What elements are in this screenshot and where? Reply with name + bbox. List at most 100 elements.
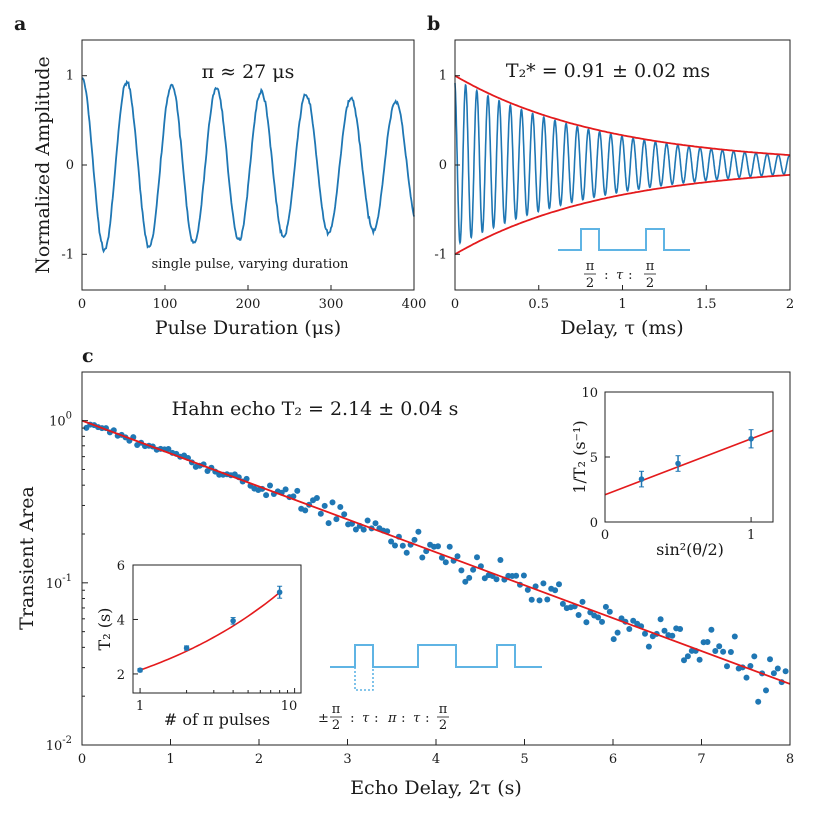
panel-b-plot-area <box>454 74 791 256</box>
panel-c-scatter-point <box>645 643 652 650</box>
panel-c-scatter-point <box>747 663 754 669</box>
pulse-label-c-tau2: τ <box>413 711 421 726</box>
inset-right-plot-area <box>604 429 774 496</box>
panel-b-y-tick-label: 0 <box>439 158 447 173</box>
pulse-label-c-pm: ± <box>318 711 329 726</box>
panel-a-y-tick-label: 0 <box>66 158 74 173</box>
panel-c-y-label: Transient Area <box>16 486 38 630</box>
tick-base: 10 <box>46 739 63 754</box>
panel-c-scatter-point <box>536 597 543 604</box>
tick-base: 10 <box>49 415 66 430</box>
inset-right-fit-line <box>604 429 774 496</box>
panel-b-x-tick-label: 0.5 <box>528 297 549 312</box>
panel-c-scatter-point <box>513 572 520 579</box>
panel-c-fit-line <box>81 419 791 685</box>
inset-left-x-tick-label: 10 <box>281 699 298 714</box>
inset-right-y-tick-label: 5 <box>590 451 598 466</box>
panel-c-scatter-point <box>575 612 582 618</box>
pulse-label-c-den2: 2 <box>439 718 447 733</box>
panel-c-scatter-point <box>606 608 613 615</box>
pulse-label-c-den1: 2 <box>332 718 340 733</box>
inset-left-y-tick-label: 6 <box>117 559 125 574</box>
panel-c-scatter-point <box>704 639 711 645</box>
panel-c-scatter-point <box>321 502 328 509</box>
inset-left-y-tick-label: 4 <box>117 613 125 628</box>
panel-c-scatter-point <box>595 614 602 621</box>
panel-b-letter: b <box>427 13 440 35</box>
pulse-label-b-num1: π <box>586 259 595 274</box>
panel-c-scatter-point <box>360 526 367 533</box>
panel-c-scatter-point <box>782 668 789 675</box>
panel-c-scatter-point <box>684 653 691 660</box>
panel-c-scatter-point <box>302 507 309 514</box>
pulse-label-c-sep4: : <box>421 711 434 726</box>
panel-b-y-ticks: -1 0 1 <box>434 69 460 262</box>
inset-right-point <box>675 460 681 467</box>
panel-c-scatter-point <box>751 653 758 660</box>
panel-c-scatter-point <box>325 520 332 527</box>
pulse-label-c-sep2: : <box>370 711 383 726</box>
panel-c-scatter-point <box>364 517 371 524</box>
panel-c-scatter-point <box>724 663 730 670</box>
inset-left-ticks: 1 10 2 4 6 <box>117 559 298 714</box>
panel-c-scatter-point <box>677 626 684 632</box>
panel-b-x-label: Delay, τ (ms) <box>560 317 683 339</box>
panel-c-scatter-point <box>411 536 418 543</box>
pulse-label-b-den1: 2 <box>586 276 594 291</box>
panel-c: c Hahn echo T₂ = 2.14 ± 0.04 s ± π 2 : τ… <box>16 345 794 799</box>
panel-b-envelope-lower <box>454 174 791 256</box>
panel-c-scatter-point <box>267 482 273 489</box>
panel-c-x-tick-label: 4 <box>432 752 440 767</box>
inset-right-y-tick-label: 0 <box>590 516 598 531</box>
panel-c-x-ticks: 0 1 2 3 4 5 6 7 8 <box>78 739 794 767</box>
inset-right-point <box>638 476 645 482</box>
inset-right-bg <box>605 392 773 522</box>
panel-c-scatter-point <box>661 627 668 634</box>
panel-a-plot-area <box>81 77 415 254</box>
tick-base: 10 <box>46 577 63 592</box>
panel-a: a π ≈ 27 μs single pulse, varying durati… <box>14 13 426 339</box>
panel-c-scatter-point <box>520 572 527 579</box>
panel-c-scatter-point <box>435 543 441 550</box>
panel-c-scatter-point <box>552 587 559 594</box>
panel-a-x-label: Pulse Duration (μs) <box>155 317 341 339</box>
panel-c-x-tick-label: 6 <box>609 752 617 767</box>
pulse-label-c-sep1: : <box>346 711 359 726</box>
panel-c-scatter-point <box>614 629 621 636</box>
panel-c-scatter-point <box>727 649 734 655</box>
panel-c-scatter-point <box>540 580 547 587</box>
panel-c-scatter-point <box>770 670 777 677</box>
panel-c-scatter-point <box>657 616 664 623</box>
panel-c-scatter-point <box>317 510 324 517</box>
panel-a-y-ticks: -1 0 1 <box>61 69 87 262</box>
panel-c-scatter-point <box>743 674 750 681</box>
panel-b-annotation: T₂* = 0.91 ± 0.02 ms <box>506 60 710 82</box>
panel-c-scatter-point <box>392 542 398 549</box>
pulse-label-c-pi: π <box>387 711 397 726</box>
panel-c-x-tick-label: 2 <box>255 752 263 767</box>
panel-c-pulse-diagram-dotted <box>354 667 374 691</box>
panel-c-plot-area <box>81 419 791 705</box>
panel-c-scatter-point <box>462 578 469 585</box>
inset-right-y-label: 1/T₂ (s⁻¹) <box>570 420 589 493</box>
pulse-label-b-sep2: : <box>624 268 637 283</box>
panel-b-envelope-upper <box>454 74 791 156</box>
panel-c-scatter-point <box>493 576 500 583</box>
panel-c-scatter-point <box>337 504 344 510</box>
pulse-label-b-num2: π <box>646 259 655 274</box>
tick-exponent: -1 <box>62 573 72 584</box>
panel-c-scatter-point <box>602 603 609 610</box>
panel-c-scatter-point <box>767 656 773 663</box>
pulse-label-c-num2: π <box>439 702 448 717</box>
panel-c-scatter-point <box>419 554 426 561</box>
pulse-label-c-num1: π <box>332 702 341 717</box>
inset-left-y-label: T₂ (s) <box>95 608 114 651</box>
panel-c-scatter-point <box>372 520 379 527</box>
panel-c-scatter-point <box>497 557 504 563</box>
panel-c-annotation: Hahn echo T₂ = 2.14 ± 0.04 s <box>172 398 459 420</box>
pulse-label-b-den2: 2 <box>646 276 654 291</box>
